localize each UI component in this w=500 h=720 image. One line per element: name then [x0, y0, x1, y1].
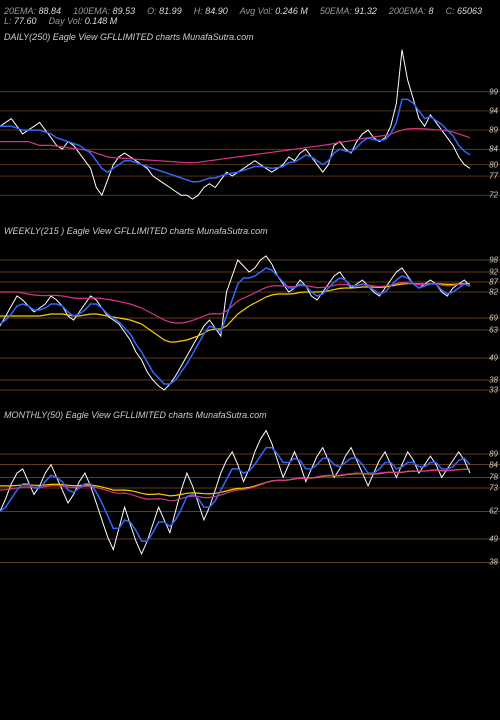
ema100: 100EMA: 89.53	[73, 6, 135, 16]
panel-title-0: DAILY(250) Eagle View GFLLIMITED charts …	[0, 28, 500, 42]
panel-title-2: MONTHLY(50) Eagle View GFLLIMITED charts…	[0, 406, 500, 420]
series-ema-yellow	[0, 469, 470, 496]
series-ema-blue	[0, 448, 470, 541]
open: O: 81.99	[147, 6, 182, 16]
series-price	[0, 256, 470, 390]
chart-panel-0: 72778084899499	[0, 42, 500, 222]
ema50: 50EMA: 91.32	[320, 6, 377, 16]
series-ema-fast	[0, 99, 470, 181]
series-ema-blue	[0, 268, 470, 384]
ema200: 200EMA: 8	[389, 6, 434, 16]
series-price	[0, 431, 470, 554]
low: L: 77.60	[4, 16, 37, 26]
high: H: 84.90	[194, 6, 228, 16]
panel-title-1: WEEKLY(215 ) Eagle View GFLLIMITED chart…	[0, 222, 500, 236]
close: C: 65063	[445, 6, 482, 16]
series-ema-slow	[0, 129, 470, 163]
ema20: 20EMA: 88.84	[4, 6, 61, 16]
avgvol: Avg Vol: 0.246 M	[240, 6, 308, 16]
chart-panel-1: 333849636982879298	[0, 236, 500, 406]
dayvol: Day Vol: 0.148 M	[49, 16, 118, 26]
indicator-header: 20EMA: 88.84 100EMA: 89.53 O: 81.99 H: 8…	[0, 0, 500, 28]
chart-panel-2: 38496273788489	[0, 420, 500, 590]
series-price	[0, 50, 470, 199]
